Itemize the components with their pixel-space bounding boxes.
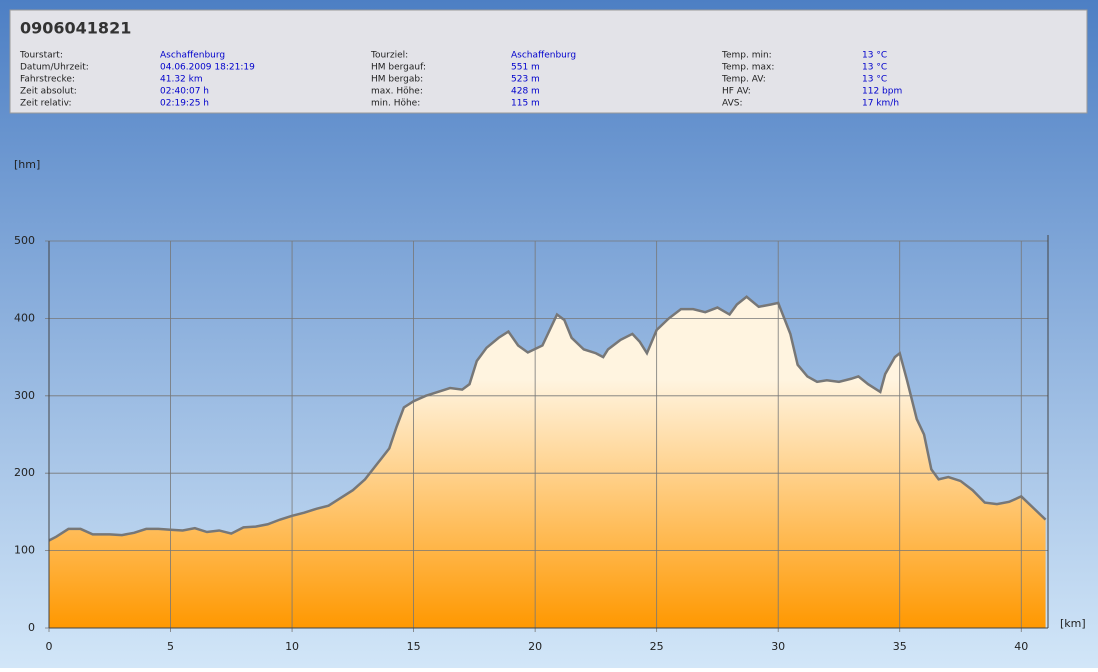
info-value: 428 m bbox=[511, 87, 540, 97]
elevation-area bbox=[49, 296, 1046, 628]
info-label: HF AV: bbox=[722, 87, 751, 97]
x-tick-label: 25 bbox=[650, 640, 664, 653]
info-label: Temp. AV: bbox=[721, 75, 766, 85]
info-label: Tourstart: bbox=[19, 51, 63, 61]
info-label: Datum/Uhrzeit: bbox=[20, 63, 89, 73]
info-panel bbox=[9, 9, 1088, 114]
info-label: max. Höhe: bbox=[371, 87, 423, 97]
x-tick-label: 15 bbox=[407, 640, 421, 653]
y-axis-label: [hm] bbox=[14, 158, 40, 171]
info-value: 523 m bbox=[511, 75, 540, 85]
y-tick-label: 100 bbox=[14, 544, 35, 557]
info-value: 13 °C bbox=[862, 63, 887, 73]
info-value: 41.32 km bbox=[160, 75, 203, 85]
info-label: min. Höhe: bbox=[371, 99, 420, 109]
info-label: AVS: bbox=[722, 99, 742, 109]
x-tick-label: 40 bbox=[1014, 640, 1028, 653]
info-value: 112 bpm bbox=[862, 87, 902, 97]
x-tick-label: 5 bbox=[167, 640, 174, 653]
info-label: Zeit absolut: bbox=[20, 87, 77, 97]
elevation-line bbox=[48, 295, 1047, 542]
info-value: 02:40:07 h bbox=[160, 87, 209, 97]
x-tick-label: 30 bbox=[771, 640, 785, 653]
info-value: 04.06.2009 18:21:19 bbox=[160, 63, 255, 73]
info-value: 17 km/h bbox=[862, 99, 899, 109]
info-label: Temp. max: bbox=[721, 63, 774, 73]
x-tick-label: 10 bbox=[285, 640, 299, 653]
x-tick-label: 35 bbox=[893, 640, 907, 653]
y-tick-label: 400 bbox=[14, 311, 35, 324]
info-label: HM bergauf: bbox=[371, 63, 426, 73]
info-value: 13 °C bbox=[862, 75, 887, 85]
info-label: Fahrstrecke: bbox=[20, 75, 75, 85]
x-tick-label: 0 bbox=[46, 640, 53, 653]
info-label: Temp. min: bbox=[721, 51, 772, 61]
x-tick-label: 20 bbox=[528, 640, 542, 653]
info-value: 13 °C bbox=[862, 51, 887, 61]
header-title: 0906041821 bbox=[20, 19, 131, 38]
y-tick-label: 0 bbox=[28, 621, 35, 634]
x-axis-label: [km] bbox=[1060, 617, 1086, 630]
y-tick-label: 500 bbox=[14, 234, 35, 247]
y-tick-label: 300 bbox=[14, 389, 35, 402]
info-value: 115 m bbox=[511, 99, 540, 109]
info-label: HM bergab: bbox=[371, 75, 423, 85]
info-value: Aschaffenburg bbox=[511, 51, 576, 61]
info-label: Tourziel: bbox=[370, 51, 408, 61]
info-value: 02:19:25 h bbox=[160, 99, 209, 109]
y-tick-label: 200 bbox=[14, 466, 35, 479]
info-label: Zeit relativ: bbox=[20, 99, 72, 109]
info-value: 551 m bbox=[511, 63, 540, 73]
info-value: Aschaffenburg bbox=[160, 51, 225, 61]
